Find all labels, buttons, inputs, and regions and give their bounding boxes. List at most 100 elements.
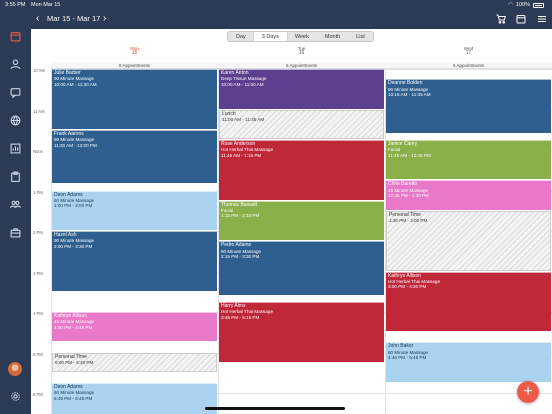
day-date: 16: [298, 50, 305, 56]
event-detail: 1:30 PM - 3:00 PM: [389, 218, 428, 224]
day-header[interactable]: Tue 16: [218, 46, 385, 60]
appointment-event[interactable]: Thomas Bassett Facial 1:15 PM - 2:15 PM: [219, 200, 384, 241]
sidebar-globe-icon[interactable]: [8, 113, 22, 127]
hour-label: Noon: [33, 149, 44, 154]
sidebar-clipboard-icon[interactable]: [8, 169, 22, 183]
header: ‹ Mar 15 - Mar 17 ›: [0, 10, 552, 29]
appointment-event[interactable]: Deanne Bolden 90 Minute Massage 10:15 AM -…: [386, 79, 551, 133]
event-client-name: Frank Aarons: [54, 130, 84, 137]
event-detail: 11:45 AM - 1:15 PM: [221, 152, 262, 158]
appointment-event[interactable]: Janice Carey Facial 11:45 AM - 12:45 PM: [386, 139, 551, 180]
event-detail: 11:30 AM - 12:00 PM: [54, 142, 97, 148]
calendar-main: Day 3 Days Week Month List Mon 15 8 Appointmen…: [31, 29, 552, 414]
day-header[interactable]: Wed 17: [385, 46, 552, 60]
wifi-icon: ◠: [508, 2, 513, 8]
date-range: Mar 15 - Mar 17: [47, 14, 101, 23]
event-detail: 1:00 PM - 2:00 PM: [54, 203, 93, 209]
event-client-name: Harry Alms: [221, 302, 246, 309]
appointment-event[interactable]: Chris Baretto 45 Minute Massage 12:45 PM -…: [386, 180, 551, 210]
appointment-event[interactable]: Kathryn Allison 45 Minute Massage 4:00 PM …: [52, 312, 217, 342]
event-detail: 90 Minute Massage: [54, 238, 95, 244]
sidebar-chat-icon[interactable]: [8, 85, 22, 99]
event-client-name: Rose Anderson: [221, 140, 256, 147]
view-tab-day[interactable]: Day: [236, 34, 246, 40]
sidebar-calendar-icon[interactable]: [8, 29, 22, 43]
hour-label: 11 AM: [33, 108, 45, 114]
sidebar-briefcase-icon[interactable]: [8, 225, 22, 239]
appointment-event[interactable]: Personal Time 5:00 PM - 5:30 PM: [52, 352, 217, 372]
hour-label: 3 PM: [33, 270, 43, 276]
avatar[interactable]: [8, 362, 22, 376]
event-client-name: Personal Time: [389, 211, 421, 218]
chevron-left-icon[interactable]: ‹: [36, 13, 40, 24]
event-detail: 90 Minute Massage: [54, 137, 95, 143]
appointment-event[interactable]: Personal Time 1:30 PM - 3:00 PM: [386, 210, 551, 271]
appointment-event[interactable]: Julie Barber 90 Minute Massage 10:00 AM - …: [52, 69, 217, 129]
event-detail: 90 Minute Massage: [54, 76, 95, 82]
event-detail: Facial: [221, 208, 234, 214]
battery-percent: 100%: [515, 2, 530, 8]
status-time: 3:55 PM: [5, 2, 26, 8]
event-detail: 60 Minute Massage: [54, 390, 95, 396]
appointment-event[interactable]: Rose Anderson Hot Herbal Thai Massage 11:4…: [219, 139, 384, 200]
hour-label: 10 AM: [33, 68, 45, 73]
sidebar-group-icon[interactable]: [8, 197, 22, 211]
appointment-event[interactable]: Deon Adams 60 Minute Massage 1:00 PM - 2:0…: [52, 190, 217, 230]
event-detail: 10:00 AM - 11:00 AM: [221, 81, 264, 87]
view-switcher: Day 3 Days Week Month List: [227, 31, 374, 42]
event-detail: Facial: [388, 147, 401, 153]
appointment-event[interactable]: Frank Aarons 90 Minute Massage 11:30 AM - …: [52, 129, 217, 184]
appointment-event[interactable]: Lunch 11:00 AM - 11:45 AM: [219, 109, 384, 139]
event-client-name: Deon Adams: [54, 383, 83, 390]
appointment-event[interactable]: Hazel Ash 90 Minute Massage 2:00 PM - 3:30…: [52, 231, 217, 291]
event-client-name: Hazel Ash: [54, 232, 77, 238]
event-client-name: Deanne Bolden: [388, 80, 423, 87]
view-tab-3-days[interactable]: 3 Days: [253, 32, 287, 41]
day-header[interactable]: Mon 15: [51, 46, 218, 60]
hour-line: [51, 393, 552, 394]
cart-icon[interactable]: [496, 14, 506, 28]
event-detail: 2:00 PM - 3:30 PM: [54, 243, 93, 249]
event-client-name: Kathryn Allison: [388, 272, 422, 279]
event-client-name: Karen Anton: [221, 70, 249, 76]
appointment-event[interactable]: Kathryn Allison Hot Herbal Thai Massage 3:…: [386, 271, 551, 332]
event-detail: 4:00 PM - 4:45 PM: [54, 324, 93, 330]
day-weekday: Wed: [463, 46, 474, 51]
view-tab-list[interactable]: List: [356, 34, 365, 40]
hour-label: 4 PM: [33, 311, 43, 316]
view-tab-month[interactable]: Month: [324, 34, 341, 40]
event-detail: 11:00 AM - 11:45 AM: [222, 116, 265, 122]
day-column-divider: [218, 69, 219, 414]
hour-label: 2 PM: [33, 230, 43, 235]
appointment-event[interactable]: Deon Adams 60 Minute Massage 5:45 PM - 6:4…: [52, 382, 217, 414]
event-detail: 45 Minute Massage: [54, 319, 95, 325]
hour-label: 5 PM: [33, 351, 43, 357]
menu-icon[interactable]: [537, 14, 547, 28]
event-detail: 2:15 PM - 3:30 PM: [221, 253, 260, 259]
appointment-event[interactable]: John Baker 60 Minute Massage 4:45 PM - 5:4…: [386, 342, 551, 382]
appointment-count: 5 Appointments: [218, 62, 385, 69]
event-detail: 3:00 PM - 4:30 PM: [388, 284, 427, 290]
event-detail: 3:45 PM - 5:15 PM: [221, 314, 260, 320]
event-client-name: Janice Carey: [388, 140, 418, 147]
gear-icon[interactable]: [8, 389, 22, 403]
view-tab-week[interactable]: Week: [294, 34, 309, 40]
event-client-name: Personal Time: [55, 353, 87, 360]
appointment-event[interactable]: Karen Anton Deep Tissue Massage 10:00 AM -…: [219, 69, 384, 109]
appointment-event[interactable]: Pedro Adams 90 Minute Massage 2:15 PM - 3:…: [219, 241, 384, 295]
day-weekday: Mon: [130, 46, 139, 51]
day-column-divider: [385, 69, 386, 414]
add-appointment-button[interactable]: +: [517, 381, 539, 403]
calendar-icon[interactable]: [516, 14, 526, 28]
sidebar-person-icon[interactable]: [8, 57, 22, 71]
chevron-right-icon[interactable]: ›: [103, 13, 107, 24]
status-bar: 3:55 PM Mon Mar 15 ◠ 100%: [0, 0, 552, 10]
sidebar-chart-icon[interactable]: [8, 141, 22, 155]
day-date: 17: [465, 50, 472, 56]
event-detail: 60 Minute Massage: [54, 197, 95, 203]
event-detail: 1:15 PM - 2:15 PM: [221, 213, 260, 219]
time-grid: 10 AM 11 AM Noon 1 PM 2 PM 3 PM 4 PM 5 PM 6 PM Ju…: [31, 68, 552, 414]
appointment-event[interactable]: Harry Alms Hot Herbal Thai Massage 3:45 PM…: [219, 301, 384, 362]
event-detail: 5:45 PM - 6:45 PM: [54, 395, 93, 401]
event-detail: Hot Herbal Thai Massage: [221, 147, 274, 153]
